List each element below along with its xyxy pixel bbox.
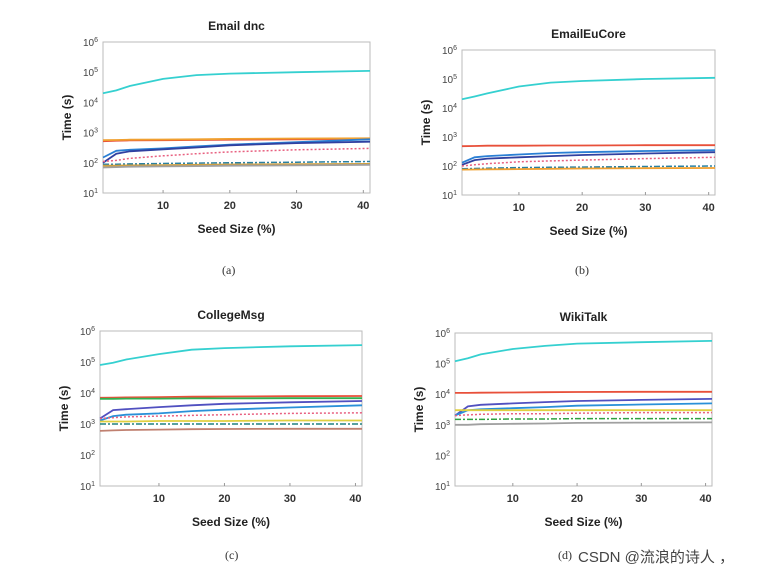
series-line-5 — [102, 147, 371, 163]
series-line-0 — [461, 76, 716, 101]
x-tick-label: 10 — [157, 200, 169, 212]
series-line-0 — [102, 70, 371, 95]
x-tick-label: 10 — [507, 493, 519, 505]
series-line-6 — [461, 167, 716, 171]
series-line-0 — [99, 344, 363, 366]
x-axis-label: Seed Size (%) — [192, 515, 270, 529]
caption-a: (a) — [222, 263, 236, 277]
series-line-8 — [102, 164, 371, 169]
x-tick-label: 20 — [218, 493, 230, 505]
series-line-2 — [461, 149, 716, 164]
x-tick-label: 40 — [349, 493, 361, 505]
y-tick-label: 101 — [435, 481, 450, 493]
caption-d: (d) — [558, 548, 572, 562]
y-tick-label: 105 — [442, 74, 457, 86]
y-tick-label: 105 — [83, 67, 98, 79]
series-line-4 — [99, 404, 363, 422]
y-tick-label: 101 — [80, 481, 95, 493]
y-tick-label: 106 — [442, 45, 457, 57]
x-tick-label: 30 — [284, 493, 296, 505]
x-tick-label: 30 — [290, 200, 302, 212]
y-tick-label: 102 — [442, 161, 457, 173]
series-line-3 — [461, 151, 716, 166]
x-tick-label: 40 — [357, 200, 369, 212]
y-tick-label: 105 — [435, 359, 450, 371]
y-tick-label: 102 — [83, 158, 98, 170]
y-tick-label: 102 — [80, 450, 95, 462]
series-line-8 — [99, 427, 362, 432]
y-tick-label: 105 — [80, 357, 95, 369]
series-line-1 — [461, 144, 715, 148]
y-tick-label: 106 — [80, 326, 95, 338]
y-tick-label: 104 — [435, 389, 450, 401]
series-line-6 — [455, 417, 712, 421]
x-tick-label: 30 — [639, 202, 651, 214]
x-tick-label: 20 — [224, 200, 236, 212]
series-line-2 — [454, 398, 713, 417]
chart-title: Email dnc — [208, 19, 265, 33]
y-tick-label: 101 — [83, 188, 98, 200]
caption-b: (b) — [575, 263, 589, 277]
x-tick-label: 20 — [576, 202, 588, 214]
chart-title: WikiTalk — [560, 310, 608, 324]
series-line-1 — [99, 395, 363, 399]
series-line-3 — [99, 400, 363, 420]
y-tick-label: 106 — [83, 37, 98, 49]
subplot-2: CollegeMsg Seed Size (%) Time (s) 10 20 30 40 1… — [57, 308, 363, 529]
caption-c: (c) — [225, 548, 239, 562]
y-tick-label: 102 — [435, 450, 450, 462]
y-axis-label: Time (s) — [57, 386, 71, 432]
y-tick-label: 103 — [83, 128, 98, 140]
series-line-6 — [100, 419, 362, 423]
y-tick-label: 103 — [442, 132, 457, 144]
x-tick-label: 20 — [571, 493, 583, 505]
y-tick-label: 103 — [80, 419, 95, 431]
x-axis-label: Seed Size (%) — [544, 515, 622, 529]
plot-area — [102, 41, 371, 194]
chart-title: CollegeMsg — [197, 308, 264, 322]
x-tick-label: 10 — [513, 202, 525, 214]
series-line-7 — [455, 421, 713, 426]
x-tick-label: 30 — [635, 493, 647, 505]
series-line-7 — [103, 163, 371, 167]
subplot-0: Email dnc Seed Size (%) Time (s) 10 20 30 40 10… — [60, 19, 371, 236]
subplot-1: EmailEuCore Seed Size (%) Time (s) 10 20 30 40… — [419, 27, 716, 238]
y-tick-label: 101 — [442, 190, 457, 202]
y-tick-label: 106 — [435, 328, 450, 340]
series-line-0 — [454, 340, 713, 363]
series-line-5 — [461, 165, 716, 170]
series-line-5 — [454, 411, 712, 417]
x-tick-label: 40 — [703, 202, 715, 214]
series-line-4 — [102, 140, 371, 164]
series-line-6 — [103, 160, 371, 165]
x-axis-label: Seed Size (%) — [197, 222, 275, 236]
subplot-3: WikiTalk Seed Size (%) Time (s) 10 20 30 40 101… — [412, 310, 713, 529]
series-line-2 — [102, 137, 371, 142]
series-line-2 — [100, 397, 362, 400]
y-axis-label: Time (s) — [419, 100, 433, 146]
y-tick-label: 104 — [83, 97, 98, 109]
y-tick-label: 104 — [442, 103, 457, 115]
watermark: CSDN @流浪的诗人 ， — [578, 549, 735, 566]
plot-area — [461, 49, 716, 196]
x-tick-label: 40 — [699, 493, 711, 505]
x-axis-label: Seed Size (%) — [549, 224, 627, 238]
chart-title: EmailEuCore — [551, 27, 626, 41]
series-line-4 — [461, 156, 716, 167]
series-line-1 — [455, 390, 712, 394]
y-tick-label: 104 — [80, 388, 95, 400]
y-axis-label: Time (s) — [412, 387, 426, 433]
x-tick-label: 10 — [153, 493, 165, 505]
y-tick-label: 103 — [435, 420, 450, 432]
y-axis-label: Time (s) — [60, 95, 74, 141]
